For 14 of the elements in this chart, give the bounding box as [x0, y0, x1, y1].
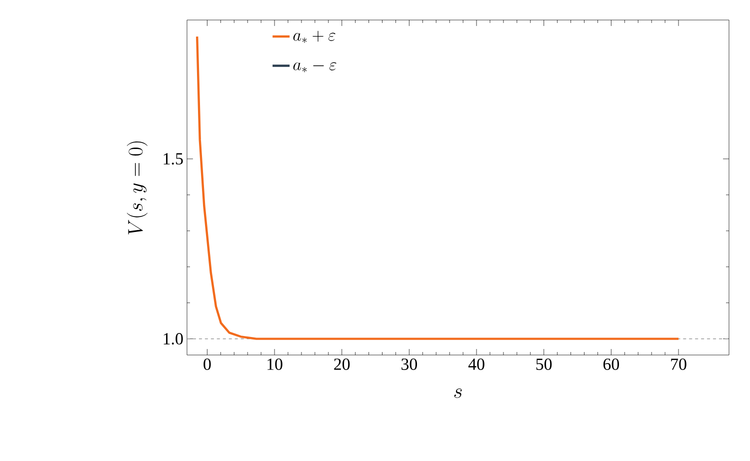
legend-label: $a_* + \varepsilon$: [293, 30, 336, 43]
x-tick-label: 0: [204, 358, 211, 370]
x-tick-label: 70: [671, 358, 686, 370]
x-tick-label: 30: [402, 358, 418, 370]
y-axis-title: $V(s, y = 0)$: [126, 141, 148, 234]
x-tick-label: 50: [536, 358, 552, 370]
legend-label: $a_* - \varepsilon$: [293, 62, 336, 72]
y-tick-label: 1.0: [164, 333, 183, 345]
x-tick-label: 10: [268, 358, 282, 370]
y-tick-label: 1.5: [164, 153, 183, 165]
x-tick-label: 40: [468, 358, 484, 370]
x-axis-title: $s$: [454, 388, 462, 398]
x-tick-label: 20: [334, 358, 350, 370]
x-tick-label: 60: [603, 358, 620, 370]
